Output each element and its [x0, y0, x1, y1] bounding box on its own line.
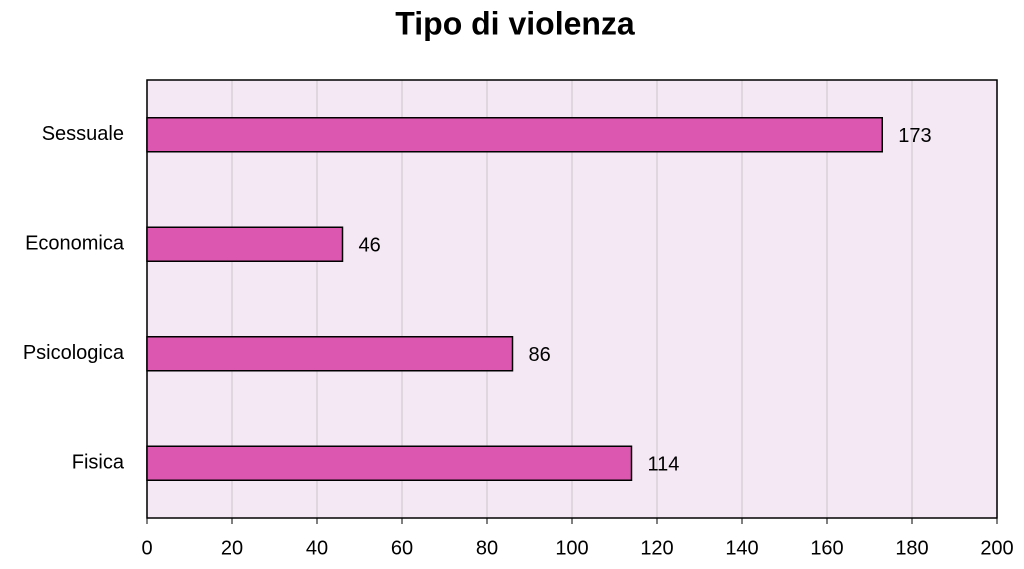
data-label: 114	[648, 454, 680, 476]
x-tick-label: 160	[810, 537, 843, 559]
bar	[146, 445, 633, 481]
x-tick-label: 100	[555, 537, 588, 559]
y-tick-label: Fisica	[72, 452, 125, 474]
data-label: 173	[898, 125, 931, 147]
bar	[146, 226, 344, 262]
chart-title: Tipo di violenza	[395, 5, 635, 41]
bar	[146, 336, 514, 372]
x-tick-label: 80	[476, 537, 498, 559]
x-tick-label: 200	[980, 537, 1013, 559]
y-tick-label: Economica	[25, 233, 125, 255]
y-tick-label: Sessuale	[42, 123, 124, 145]
y-tick-label: Psicologica	[23, 342, 125, 364]
x-tick-label: 0	[141, 537, 152, 559]
x-tick-label: 60	[391, 537, 413, 559]
plot-border	[146, 79, 998, 519]
data-label: 46	[359, 235, 381, 257]
x-tick-label: 120	[640, 537, 673, 559]
x-tick-label: 40	[306, 537, 328, 559]
bar	[146, 117, 883, 153]
x-tick-label: 180	[895, 537, 928, 559]
x-tick-label: 140	[725, 537, 758, 559]
x-tick-label: 20	[221, 537, 243, 559]
data-label: 86	[529, 344, 551, 366]
